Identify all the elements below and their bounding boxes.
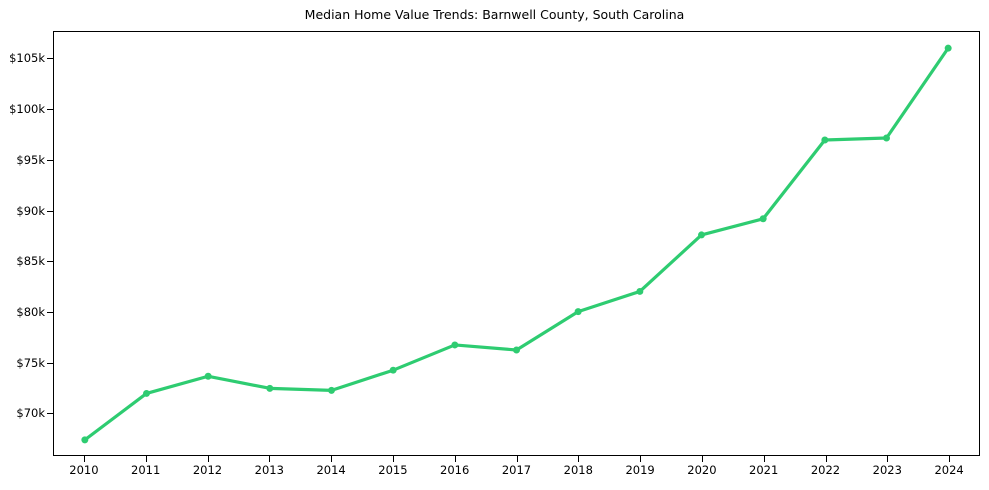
x-axis-tick-mark (207, 456, 209, 462)
y-axis-tick-label: $85k (16, 254, 45, 269)
x-axis-tick-mark (578, 456, 580, 462)
x-axis-tick-mark (887, 456, 889, 462)
x-axis-tick-mark (516, 456, 518, 462)
line-series-svg (81, 44, 952, 444)
x-axis-tick-label: 2013 (254, 463, 284, 477)
x-axis-tick-label: 2019 (625, 463, 655, 477)
data-point-marker (328, 386, 335, 394)
data-point-marker (266, 384, 274, 392)
y-axis-tick-label: $75k (16, 355, 45, 370)
x-axis-tick-label: 2012 (192, 463, 223, 477)
x-axis-tick-label: 2016 (440, 463, 470, 477)
data-point-marker (574, 308, 582, 316)
data-point-marker (81, 436, 89, 444)
chart-title: Median Home Value Trends: Barnwell Count… (304, 7, 685, 22)
y-axis-tick-label: $100k (9, 102, 45, 117)
data-point-marker (883, 134, 890, 142)
x-axis-tick-mark (392, 456, 394, 462)
y-axis-tick-label: $95k (16, 152, 45, 167)
x-axis-tick-mark (701, 456, 703, 462)
x-axis-tick-label: 2024 (934, 463, 964, 477)
data-point-marker (759, 215, 767, 223)
data-point-marker (451, 341, 459, 349)
y-axis-tick-label: $80k (16, 304, 45, 319)
x-axis-tick-mark (640, 456, 642, 462)
x-axis-tick-mark (763, 456, 765, 462)
data-point-marker (513, 346, 520, 354)
data-point-marker (698, 231, 705, 239)
data-point-marker (389, 366, 397, 374)
data-point-marker (944, 44, 952, 52)
x-axis-tick-mark (825, 456, 827, 462)
x-axis-tick-mark (269, 456, 271, 462)
x-axis-tick-label: 2018 (563, 463, 593, 477)
x-axis-tick-label: 2017 (501, 463, 532, 477)
line-path (83, 46, 950, 442)
plot-area (53, 31, 980, 456)
x-axis-tick-label: 2020 (687, 463, 717, 477)
x-axis-tick-label: 2023 (872, 463, 902, 477)
x-axis-tick-mark (331, 456, 333, 462)
data-point-marker (636, 287, 644, 295)
x-axis-tick-mark (145, 456, 147, 462)
data-point-marker (821, 136, 829, 144)
x-axis-tick-mark (949, 456, 951, 462)
x-axis-tick-label: 2015 (378, 463, 408, 477)
data-point-marker (204, 372, 212, 380)
y-axis-tick-label: $70k (16, 406, 45, 421)
x-axis-tick-label: 2011 (131, 463, 161, 477)
x-axis-tick-label: 2010 (69, 463, 99, 477)
y-axis-tick-label: $105k (9, 51, 45, 66)
x-axis-tick-mark (83, 456, 85, 462)
x-axis-tick-label: 2014 (316, 463, 346, 477)
data-point-marker (143, 389, 150, 397)
x-axis-tick-label: 2022 (810, 463, 841, 477)
x-axis-tick-label: 2021 (749, 463, 779, 477)
y-axis-tick-label: $90k (16, 203, 45, 218)
x-axis-tick-mark (454, 456, 456, 462)
y-axis-tick-labels: $70k $75k $80k $85k $90k $95k $100k $105k (0, 0, 45, 490)
